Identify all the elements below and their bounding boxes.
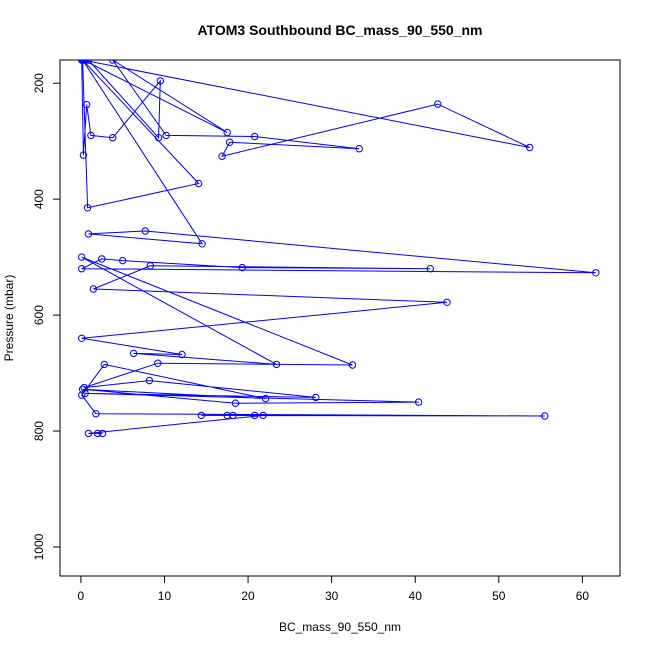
data-point (178, 350, 186, 359)
x-tick-label: 50 (492, 589, 506, 603)
data-point (198, 240, 206, 248)
data-point (592, 269, 600, 277)
data-point (109, 134, 117, 142)
data-point (348, 361, 357, 369)
y-axis: 200 400 600 800 1000 (32, 73, 60, 560)
data-point (261, 394, 270, 403)
data-point (259, 411, 267, 420)
data-point (541, 412, 549, 420)
data-point (226, 138, 234, 147)
data-point (119, 256, 127, 265)
x-tick-label: 40 (409, 589, 423, 603)
data-point (251, 411, 259, 420)
data-point (231, 399, 240, 407)
x-tick-label: 20 (241, 589, 255, 603)
data-point (154, 134, 163, 142)
data-point (145, 376, 154, 385)
data-point (526, 143, 534, 152)
data-point (434, 100, 442, 108)
data-point (78, 265, 86, 273)
data-point (83, 204, 92, 212)
data-point (355, 145, 363, 153)
data-point (84, 429, 93, 438)
x-tick-label: 0 (78, 589, 85, 603)
chart-title: ATOM3 Southbound BC_mass_90_550_nm (197, 22, 482, 38)
y-tick-label: 400 (32, 189, 46, 209)
series-line (81, 60, 596, 434)
data-point (197, 411, 206, 420)
data-point (100, 360, 109, 369)
data-point (162, 131, 170, 140)
data-point (312, 393, 320, 402)
data-point (87, 131, 95, 140)
x-tick-label: 30 (325, 589, 339, 603)
data-point (98, 255, 106, 263)
data-point (238, 263, 246, 272)
data-point (251, 132, 259, 141)
data-point (78, 60, 87, 64)
y-tick-label: 800 (32, 421, 46, 441)
data-point (141, 227, 150, 235)
data-point (156, 77, 165, 85)
data-point (426, 265, 434, 273)
data-point (81, 389, 89, 398)
data-point (78, 385, 87, 393)
data-point (272, 360, 281, 369)
data-point (109, 60, 117, 64)
y-tick-label: 1000 (32, 533, 46, 560)
data-point (146, 262, 155, 270)
x-axis-label: BC_mass_90_550_nm (279, 620, 401, 634)
data-point (414, 398, 423, 406)
data-point (129, 349, 138, 358)
data-point (79, 151, 88, 159)
data-point (83, 100, 91, 109)
data-point (229, 411, 237, 420)
series-polyline (81, 60, 596, 434)
y-tick-label: 600 (32, 305, 46, 325)
data-point (89, 285, 98, 293)
data-point (82, 60, 90, 64)
data-point (78, 334, 86, 342)
data-point (223, 128, 231, 137)
data-point (223, 411, 231, 420)
x-axis: 0 10 20 30 40 50 60 (78, 576, 590, 603)
data-point (84, 230, 93, 238)
data-point (195, 179, 203, 188)
series-points (78, 60, 600, 438)
x-tick-label: 60 (576, 589, 590, 603)
plot-frame (59, 59, 621, 577)
data-point (98, 429, 107, 438)
y-axis-label: Pressure (mbar) (2, 275, 16, 362)
data-point (78, 391, 86, 399)
data-point (443, 298, 451, 306)
data-point (80, 383, 88, 392)
data-point (93, 429, 102, 438)
data-point (154, 359, 162, 367)
data-point (84, 60, 93, 64)
data-point (92, 410, 100, 418)
x-tick-label: 10 (158, 589, 172, 603)
data-point (218, 152, 226, 160)
data-point (78, 253, 86, 261)
y-tick-label: 200 (32, 73, 46, 93)
